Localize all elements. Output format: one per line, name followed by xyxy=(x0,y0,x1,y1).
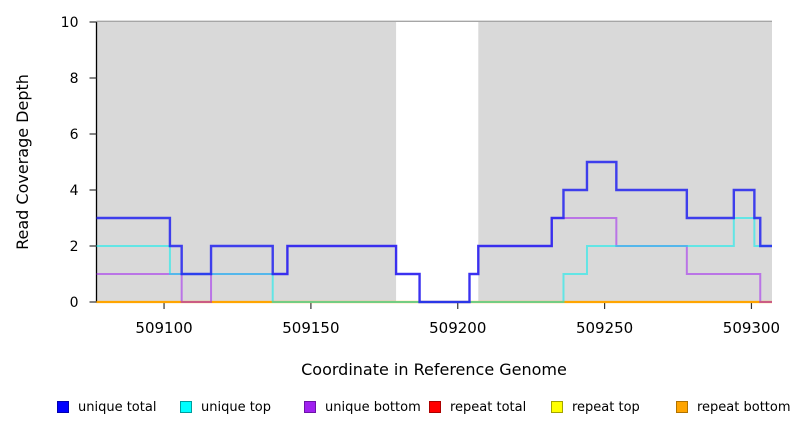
legend-item-repeat-total: repeat total xyxy=(429,398,526,416)
y-tick-label: 4 xyxy=(70,183,79,199)
legend-swatch xyxy=(676,401,688,413)
x-tick-label: 509200 xyxy=(429,319,486,337)
legend-swatch xyxy=(57,401,69,413)
tick-labels: 0 2 4 6 8 10 509100 509150 509200 509250 509300 xyxy=(61,15,780,337)
shaded-region xyxy=(96,22,397,302)
legend-swatch xyxy=(180,401,192,413)
chart-legend: unique total unique top unique bottom repea… xyxy=(0,398,792,424)
legend-item-unique-total: unique total xyxy=(57,398,156,416)
legend-item-repeat-bottom: repeat bottom xyxy=(676,398,791,416)
legend-item-unique-bottom: unique bottom xyxy=(304,398,421,416)
series-lines xyxy=(96,160,772,304)
legend-label: repeat top xyxy=(572,399,640,415)
y-axis-title: Read Coverage Depth xyxy=(13,74,32,250)
legend-swatch xyxy=(551,401,563,413)
legend-label: repeat total xyxy=(450,399,527,415)
series-line-unique-total xyxy=(96,160,772,304)
legend-item-unique-top: unique top xyxy=(180,398,271,416)
y-tick-label: 8 xyxy=(70,71,79,87)
y-tick-label: 6 xyxy=(70,127,79,143)
legend-swatch xyxy=(304,401,316,413)
x-tick-label: 509100 xyxy=(135,319,192,337)
shaded-regions xyxy=(96,22,772,302)
x-tick-label: 509150 xyxy=(282,319,339,337)
y-tick-label: 2 xyxy=(70,239,79,255)
coverage-chart: 0 2 4 6 8 10 509100 509150 509200 509250 509300 Re… xyxy=(13,15,780,379)
x-tick-label: 509250 xyxy=(576,319,633,337)
legend-label: repeat bottom xyxy=(697,399,791,415)
y-tick-label: 10 xyxy=(61,15,79,31)
legend-label: unique total xyxy=(78,399,157,415)
legend-label: unique top xyxy=(201,399,272,415)
legend-swatch xyxy=(429,401,441,413)
legend-label: unique bottom xyxy=(325,399,421,415)
x-axis-title: Coordinate in Reference Genome xyxy=(301,360,567,379)
y-tick-label: 0 xyxy=(70,295,79,311)
shaded-region xyxy=(478,22,772,302)
x-tick-label: 509300 xyxy=(723,319,780,337)
legend-item-repeat-top: repeat top xyxy=(551,398,640,416)
